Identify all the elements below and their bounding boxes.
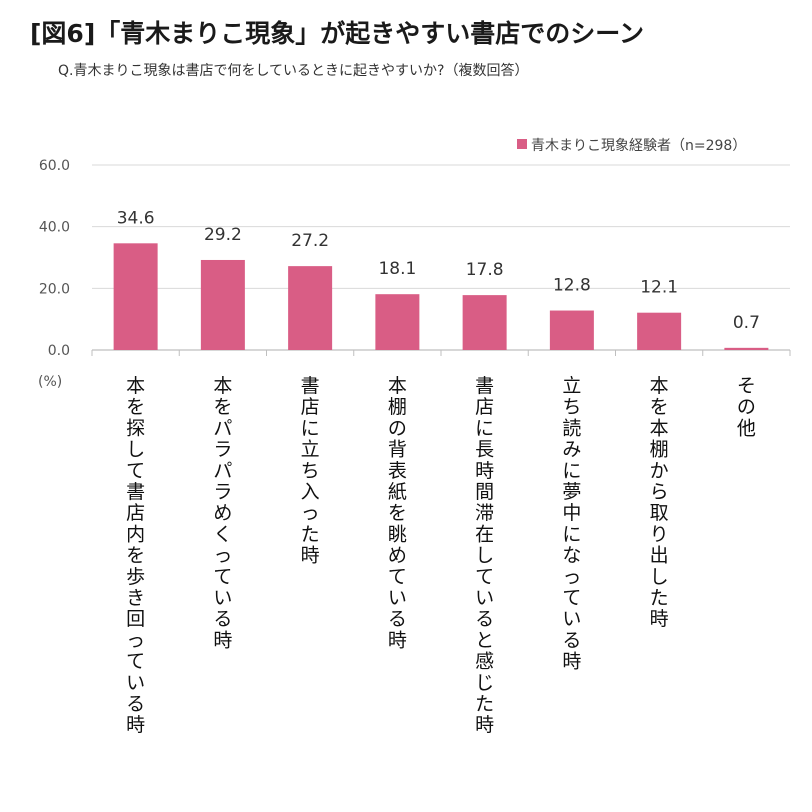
y-tick-label: 60.0 [39, 158, 70, 174]
grid-layer [91, 164, 791, 356]
category-label: 書店に長時間滞在していると感じた時 [475, 375, 494, 736]
data-label: 12.1 [640, 278, 678, 298]
data-label: 29.2 [204, 225, 242, 245]
chart-title: [図6]「青木まりこ現象」が起きやすい書店でのシーン [30, 19, 644, 48]
value-labels: 34.6 29.2 27.2 18.1 17.8 12.8 12.1 0.7 [117, 208, 760, 333]
y-tick-label: 40.0 [39, 220, 70, 236]
bar [637, 312, 682, 350]
bar [724, 347, 769, 350]
bar [375, 294, 420, 350]
y-tick-label: 0.0 [48, 343, 70, 359]
category-label: 本をパラパラめくっている時 [213, 375, 232, 651]
bars [113, 243, 769, 350]
data-label: 18.1 [378, 259, 416, 279]
unit-label: (%) [38, 374, 62, 390]
data-label: 34.6 [117, 208, 155, 228]
bar [462, 295, 507, 350]
y-axis: 60.0 40.0 20.0 0.0 [39, 158, 70, 359]
data-label: 17.8 [466, 260, 504, 280]
bar [113, 243, 158, 350]
chart-subtitle: Q.青木まりこ現象は書店で何をしているときに起きやすいか?（複数回答） [58, 63, 529, 79]
category-label: 立ち読みに夢中になっている時 [562, 375, 581, 673]
category-label: 書店に立ち入った時 [301, 375, 320, 567]
category-label: 本を探して書店内を歩き回っている時 [126, 375, 145, 736]
legend-label: 青木まりこ現象経験者（n=298） [531, 138, 746, 154]
category-label: その他 [737, 375, 756, 439]
category-label: 本を本棚から取り出した時 [650, 375, 669, 630]
category-label: 本棚の背表紙を眺めている時 [388, 375, 407, 651]
bar [288, 266, 333, 350]
y-tick-label: 20.0 [39, 281, 70, 297]
bar [549, 310, 594, 350]
bar [200, 259, 245, 350]
data-label: 0.7 [733, 313, 760, 333]
category-labels: 本を探して書店内を歩き回っている時 本をパラパラめくっている時 書店に立ち入った時 本… [126, 375, 756, 736]
legend-swatch [517, 139, 527, 149]
data-label: 12.8 [553, 276, 591, 296]
data-label: 27.2 [291, 231, 329, 251]
legend: 青木まりこ現象経験者（n=298） [517, 138, 746, 154]
